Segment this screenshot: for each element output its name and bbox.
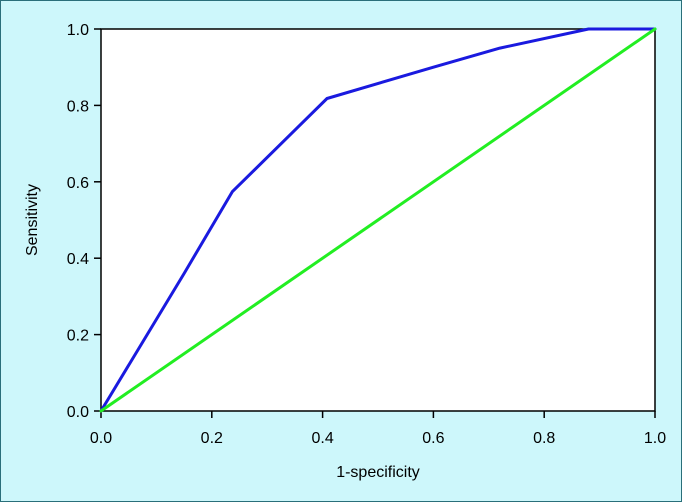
y-tick-label: 1.0 [67, 22, 89, 39]
roc-curve-line [99, 27, 657, 413]
y-axis: 0.0 0.2 0.4 0.6 0.8 1.0 [67, 22, 101, 421]
y-tick-label: 0.8 [67, 98, 89, 115]
y-tick-label: 0.2 [67, 328, 89, 345]
x-tick-label: 0.2 [201, 430, 223, 447]
y-tick-label: 0.6 [67, 175, 89, 192]
x-tick-label: 0.4 [311, 430, 333, 447]
y-axis-title: Sensitivity [24, 184, 41, 256]
reference-diagonal-line [99, 27, 657, 413]
x-tick-label: 0.6 [422, 430, 444, 447]
x-axis-title: 1-specificity [336, 464, 420, 481]
x-tick-label: 1.0 [644, 430, 666, 447]
x-tick-label: 0.8 [533, 430, 555, 447]
y-tick-label: 0.0 [67, 404, 89, 421]
x-tick-label: 0.0 [90, 430, 112, 447]
series-group [99, 27, 657, 413]
x-axis: 0.0 0.2 0.4 0.6 0.8 1.0 [90, 411, 666, 447]
y-tick-label: 0.4 [67, 251, 89, 268]
